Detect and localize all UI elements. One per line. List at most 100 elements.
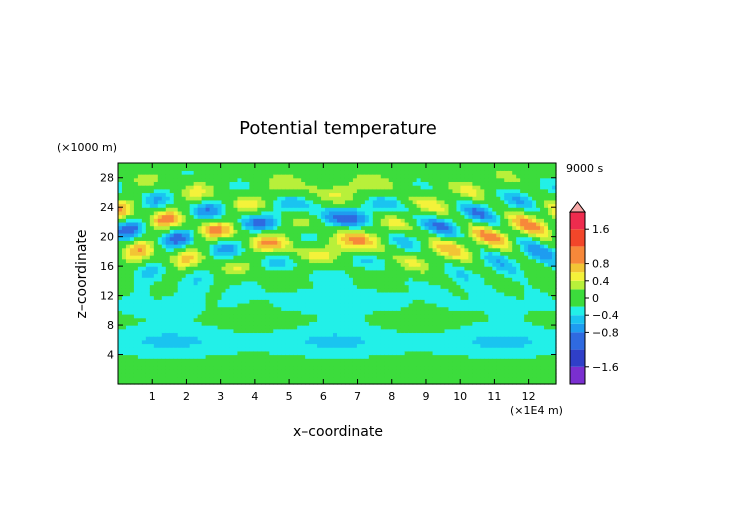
heatmap-cell	[352, 185, 358, 190]
heatmap-cell	[444, 321, 450, 326]
heatmap-cell	[301, 174, 306, 179]
heatmap-cell	[340, 306, 346, 311]
heatmap-cell	[404, 332, 410, 337]
heatmap-cell	[245, 240, 250, 245]
heatmap-cell	[197, 258, 203, 264]
heatmap-cell	[384, 369, 390, 374]
heatmap-cell	[173, 325, 179, 330]
heatmap-cell	[412, 284, 418, 289]
heatmap-cell	[197, 262, 203, 267]
heatmap-cell	[432, 221, 438, 227]
heatmap-cell	[169, 372, 175, 378]
heatmap-cell	[273, 354, 278, 359]
heatmap-cell	[237, 328, 243, 334]
heatmap-cell	[277, 207, 282, 212]
heatmap-cell	[237, 221, 243, 227]
heatmap-cell	[173, 266, 179, 271]
heatmap-cell	[177, 339, 183, 345]
heatmap-cell	[261, 244, 266, 249]
heatmap-cell	[364, 203, 370, 208]
heatmap-cell	[141, 251, 147, 256]
heatmap-cell	[157, 269, 163, 275]
heatmap-cell	[337, 203, 342, 208]
heatmap-cell	[321, 376, 326, 381]
heatmap-cell	[340, 339, 346, 345]
heatmap-cell	[229, 192, 235, 197]
heatmap-cell	[217, 229, 223, 234]
heatmap-cell	[344, 372, 350, 378]
heatmap-cell	[352, 354, 358, 359]
heatmap-cell	[293, 262, 298, 267]
heatmap-cell	[420, 277, 426, 282]
heatmap-cell	[337, 244, 342, 249]
heatmap-cell	[241, 174, 247, 179]
heatmap-cell	[325, 232, 330, 238]
heatmap-cell	[205, 262, 211, 267]
heatmap-cell	[333, 203, 338, 208]
heatmap-cell	[392, 177, 398, 183]
heatmap-cell	[337, 321, 342, 326]
heatmap-cell	[233, 306, 239, 311]
heatmap-cell	[169, 314, 175, 319]
heatmap-cell	[173, 255, 179, 260]
heatmap-cell	[309, 339, 314, 345]
heatmap-cell	[149, 284, 155, 289]
heatmap-cell	[400, 376, 406, 381]
heatmap-cell	[301, 302, 306, 308]
heatmap-cell	[364, 229, 370, 234]
heatmap-cell	[118, 210, 123, 216]
heatmap-cell	[225, 266, 231, 271]
heatmap-cell	[121, 262, 127, 267]
heatmap-cell	[249, 380, 254, 385]
heatmap-cell	[149, 266, 155, 271]
heatmap-cell	[396, 284, 402, 289]
heatmap-cell	[161, 163, 167, 168]
heatmap-cell	[265, 354, 270, 359]
heatmap-cell	[424, 347, 430, 352]
heatmap-cell	[400, 343, 406, 348]
heatmap-cell	[293, 288, 298, 293]
heatmap-cell	[368, 229, 374, 234]
heatmap-cell	[412, 181, 418, 186]
heatmap-cell	[384, 317, 390, 322]
heatmap-cell	[257, 214, 262, 219]
heatmap-cell	[297, 229, 302, 234]
heatmap-cell	[352, 321, 358, 326]
heatmap-cell	[277, 255, 282, 260]
heatmap-cell	[153, 372, 159, 378]
heatmap-cell	[269, 358, 274, 363]
heatmap-cell	[213, 317, 219, 322]
heatmap-cell	[245, 325, 250, 330]
heatmap-cell	[169, 177, 175, 183]
heatmap-cell	[321, 365, 326, 370]
heatmap-cell	[293, 277, 298, 282]
heatmap-cell	[388, 174, 394, 179]
heatmap-cell	[440, 181, 446, 186]
heatmap-cell	[229, 372, 235, 378]
heatmap-cell	[185, 188, 191, 194]
heatmap-cell	[245, 244, 250, 249]
heatmap-cell	[317, 163, 322, 168]
heatmap-cell	[448, 369, 454, 374]
heatmap-cell	[289, 181, 294, 186]
heatmap-cell	[289, 343, 294, 348]
heatmap-cell	[225, 199, 231, 205]
heatmap-cell	[245, 255, 250, 260]
heatmap-cell	[360, 185, 366, 190]
heatmap-cell	[173, 229, 179, 234]
heatmap-cell	[205, 310, 211, 315]
heatmap-cell	[285, 306, 290, 311]
heatmap-cell	[281, 328, 286, 334]
heatmap-cell	[261, 192, 266, 197]
heatmap-cell	[229, 196, 235, 201]
heatmap-cell	[229, 210, 235, 216]
heatmap-cell	[265, 336, 270, 341]
heatmap-cell	[364, 336, 370, 341]
heatmap-cell	[157, 214, 163, 219]
heatmap-cell	[118, 266, 123, 271]
heatmap-cell	[321, 328, 326, 334]
heatmap-cell	[313, 214, 318, 219]
heatmap-cell	[404, 244, 410, 249]
heatmap-cell	[173, 295, 179, 300]
heatmap-cell	[181, 306, 187, 311]
